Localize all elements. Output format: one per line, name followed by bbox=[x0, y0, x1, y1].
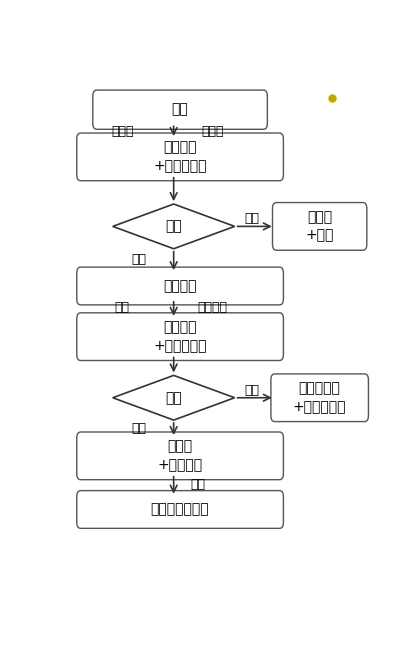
FancyBboxPatch shape bbox=[272, 203, 366, 250]
Text: 过滤: 过滤 bbox=[165, 219, 182, 233]
FancyBboxPatch shape bbox=[270, 374, 368, 422]
Text: 滤饼: 滤饼 bbox=[244, 212, 259, 225]
Text: 无机物
+残碳: 无机物 +残碳 bbox=[305, 210, 333, 243]
Polygon shape bbox=[112, 375, 234, 420]
FancyBboxPatch shape bbox=[76, 313, 283, 361]
Text: 沥青: 沥青 bbox=[171, 103, 188, 117]
Text: 滴入: 滴入 bbox=[114, 301, 130, 314]
FancyBboxPatch shape bbox=[76, 432, 283, 480]
Text: 沥青溶液: 沥青溶液 bbox=[163, 279, 196, 293]
Text: 滤液: 滤液 bbox=[244, 384, 259, 397]
Text: 滤液: 滤液 bbox=[131, 253, 145, 266]
Text: 非沥青溶液
+少量沥青质: 非沥青溶液 +少量沥青质 bbox=[292, 382, 346, 414]
Text: 沥青溶液
+少量不溶物: 沥青溶液 +少量不溶物 bbox=[153, 141, 206, 173]
FancyBboxPatch shape bbox=[76, 267, 283, 305]
Text: 沥青质
+少量溶剂: 沥青质 +少量溶剂 bbox=[157, 440, 202, 472]
Text: 良溶剂: 良溶剂 bbox=[200, 124, 223, 137]
Text: 滤饼: 滤饼 bbox=[131, 422, 145, 435]
FancyBboxPatch shape bbox=[76, 133, 283, 181]
Polygon shape bbox=[112, 204, 234, 249]
Text: 沥青溶液
+沥青质固体: 沥青溶液 +沥青质固体 bbox=[153, 321, 206, 353]
Text: 溶解于: 溶解于 bbox=[111, 124, 133, 137]
Text: 过滤: 过滤 bbox=[165, 391, 182, 405]
FancyBboxPatch shape bbox=[93, 90, 267, 129]
FancyBboxPatch shape bbox=[76, 491, 283, 528]
Text: 不良溶剂: 不良溶剂 bbox=[197, 301, 227, 314]
Text: 沥青质固体产物: 沥青质固体产物 bbox=[150, 502, 209, 517]
Text: 干燥: 干燥 bbox=[190, 478, 205, 491]
